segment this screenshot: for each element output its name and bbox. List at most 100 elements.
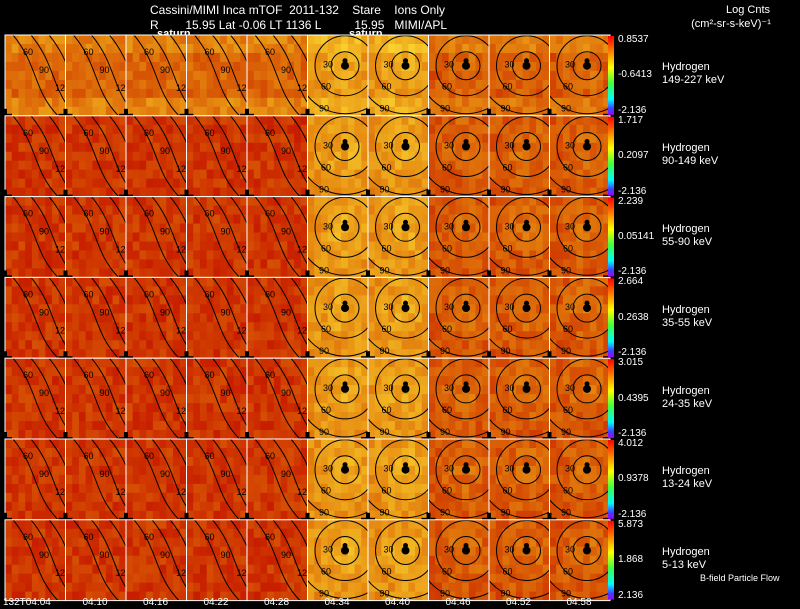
panel-r5-c4: 60 90 120 <box>247 439 308 520</box>
species-label: Hydrogen 5-13 keV <box>662 546 710 572</box>
species-name: Hydrogen <box>662 303 710 316</box>
panel-r2-c6: 30 60 90 <box>368 196 429 278</box>
panel-r6-c8: 30 60 90 <box>489 519 550 601</box>
panel-r5-c1: 60 90 120 <box>65 439 126 520</box>
contour-label: 120 <box>176 245 191 255</box>
energy-range: 24-35 keV <box>662 397 713 410</box>
orbit-info: R 15.95 Lat -0.06 LT 1136 L 15.95 MIMI/A… <box>150 18 448 32</box>
contour-label: 120 <box>237 164 252 174</box>
contour-label: 30 <box>323 221 333 231</box>
colorbar-tick-max: 5.873 <box>618 518 644 530</box>
colorbar-5 <box>608 440 614 519</box>
contour-label: 60 <box>563 486 573 496</box>
contour-label: 90 <box>440 265 450 275</box>
colorbar-tick-max: 1.717 <box>618 114 644 126</box>
contour-label: 60 <box>144 370 154 380</box>
panel-r3-c4: 60 90 120 <box>247 277 308 359</box>
contour-label: 90 <box>501 104 511 114</box>
contour-label: 60 <box>382 405 392 415</box>
contour-label: 90 <box>281 227 291 237</box>
panel-r3-c5: 30 60 90 <box>307 277 368 359</box>
species-label: Hydrogen 35-55 keV <box>662 304 712 330</box>
contour-label: 90 <box>221 307 231 317</box>
contour-label: 30 <box>565 60 575 70</box>
contour-label: 90 <box>380 508 390 518</box>
contour-label: 120 <box>55 83 70 93</box>
contour-label: 90 <box>100 227 110 237</box>
contour-label: 60 <box>382 163 392 173</box>
contour-label: 60 <box>23 47 33 57</box>
contour-label: 60 <box>442 486 452 496</box>
energy-range: 55-90 keV <box>662 236 713 248</box>
contour-label: 30 <box>565 302 575 312</box>
contour-label: 60 <box>321 324 331 334</box>
colorbar-tick-min: -2.136 <box>618 347 647 359</box>
contour-label: 90 <box>501 508 511 518</box>
species-label: Hydrogen 149-227 keV <box>662 61 724 87</box>
energy-range: 5-13 keV <box>662 559 707 572</box>
contour-label: 90 <box>561 346 571 356</box>
panel-r4-c8: 30 60 90 <box>489 358 550 440</box>
panel-r4-c1: 60 90 120 <box>65 358 126 440</box>
colorbar-tick-mid: 0.2638 <box>618 311 649 323</box>
panel-r4-c0: 60 90 120 <box>5 358 66 440</box>
contour-label: 60 <box>503 243 513 253</box>
panel-r6-c4: 60 90 120 <box>247 519 308 601</box>
contour-label: 60 <box>23 370 33 380</box>
colorbar-tick-max: 3.015 <box>618 357 644 369</box>
panel-r4-c4: 60 90 120 <box>247 358 308 440</box>
contour-label: 60 <box>265 128 275 138</box>
panel-r2-c7: 30 60 90 <box>428 196 489 278</box>
panel-r5-c7: 30 60 90 <box>428 439 489 520</box>
panel-r1-c2: 60 90 120 <box>126 115 187 197</box>
contour-label: 60 <box>503 567 513 577</box>
contour-label: 90 <box>319 265 329 275</box>
panel-r2-c5: 30 60 90 <box>307 196 368 278</box>
units-sub-label: (cm²-sr-s-keV)⁻¹ <box>691 18 771 30</box>
contour-label: 120 <box>237 568 252 578</box>
contour-label: 120 <box>116 568 131 578</box>
contour-label: 90 <box>561 427 571 437</box>
contour-label: 60 <box>23 451 33 461</box>
contour-label: 120 <box>297 83 312 93</box>
contour-label: 90 <box>440 508 450 518</box>
contour-label: 60 <box>382 82 392 92</box>
contour-label: 90 <box>100 65 110 75</box>
contour-label: 30 <box>323 383 333 393</box>
contour-label: 90 <box>561 589 571 599</box>
colorbar-tick-mid: -0.6413 <box>618 69 652 81</box>
contour-label: 60 <box>265 370 275 380</box>
contour-label: 60 <box>382 324 392 334</box>
contour-label: 30 <box>323 141 333 151</box>
contour-label: 60 <box>321 82 331 92</box>
panel-r2-c9: 30 60 90 <box>549 196 610 278</box>
contour-label: 90 <box>221 65 231 75</box>
contour-label: 120 <box>116 164 131 174</box>
contour-label: 90 <box>39 307 49 317</box>
contour-label: 30 <box>565 141 575 151</box>
contour-label: 60 <box>23 209 33 219</box>
contour-label: 30 <box>505 464 515 474</box>
panel-r6-c3: 60 90 120 <box>186 519 252 601</box>
contour-label: 90 <box>39 550 49 560</box>
panel-r2-c0: 60 90 120 <box>5 196 66 278</box>
contour-label: 90 <box>319 589 329 599</box>
colorbar-tick-min: 2.136 <box>618 589 644 601</box>
contour-label: 90 <box>440 185 450 195</box>
panel-r4-c7: 30 60 90 <box>428 358 489 440</box>
contour-label: 90 <box>501 185 511 195</box>
contour-label: 90 <box>281 65 291 75</box>
contour-label: 30 <box>444 302 454 312</box>
panel-r5-c9: 30 60 90 <box>549 439 610 520</box>
contour-label: 60 <box>23 532 33 542</box>
contour-label: 60 <box>205 451 215 461</box>
panel-r0-c0: 60 90 120 <box>5 35 70 116</box>
panel-r6-c2: 60 90 120 <box>126 519 187 601</box>
contour-label: 30 <box>323 60 333 70</box>
contour-label: 90 <box>100 388 110 398</box>
panel-r0-c2: 60 90 120 <box>126 35 187 116</box>
contour-label: 30 <box>505 302 515 312</box>
contour-label: 90 <box>380 265 390 275</box>
panel-r0-c7: 30 60 90 <box>428 35 489 116</box>
contour-label: 120 <box>297 164 312 174</box>
